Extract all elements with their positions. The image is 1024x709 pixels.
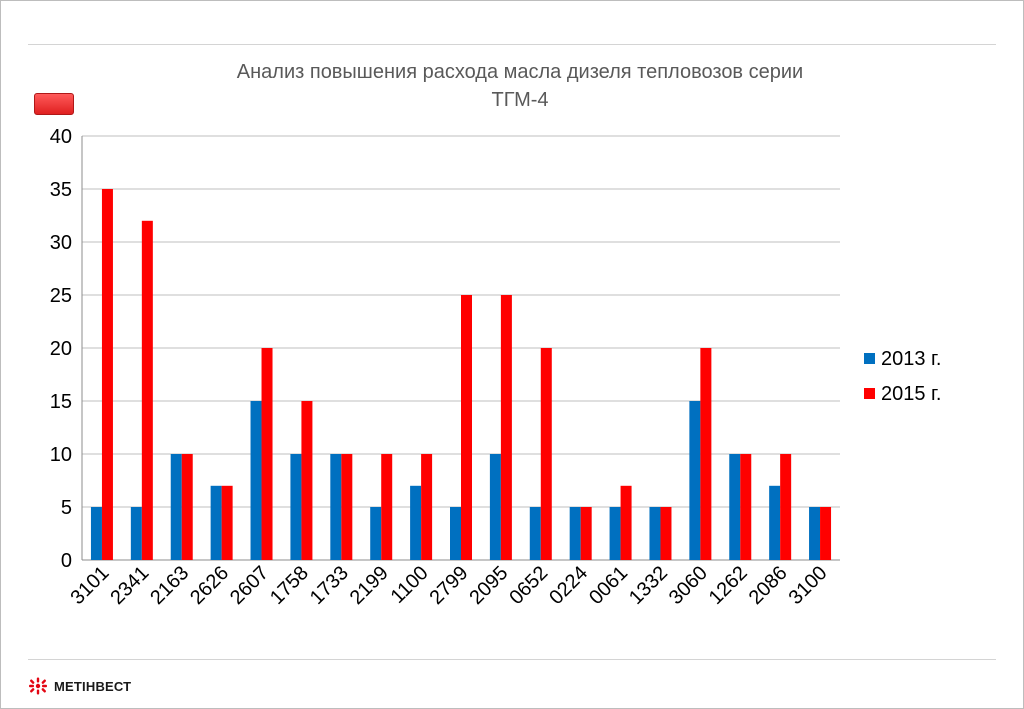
metinvest-star-icon [29, 677, 47, 695]
y-tick-label: 20 [50, 338, 72, 360]
top-divider [28, 44, 996, 45]
x-tick-label: 2626 [186, 562, 233, 609]
logo-text: МЕТІНВЕСТ [54, 678, 132, 694]
bar-2015 [580, 507, 592, 560]
y-tick-label: 15 [50, 391, 72, 413]
metinvest-logo: МЕТІНВЕСТ [28, 677, 131, 695]
bar-2015 [660, 507, 672, 560]
bar-2013 [489, 454, 501, 560]
bar-2015 [381, 454, 393, 560]
x-tick-label: 3101 [66, 562, 113, 609]
legend-swatch [864, 388, 875, 399]
x-axis: 3101234121632626260717581733219911002799… [66, 562, 831, 609]
chart-title-line-1: Анализ повышения расхода масла дизеля те… [237, 61, 803, 83]
x-tick-label: 0224 [545, 562, 592, 609]
y-tick-label: 25 [50, 285, 72, 307]
x-tick-label: 1100 [387, 562, 433, 608]
y-tick-label: 5 [61, 497, 72, 519]
bars [90, 189, 832, 561]
x-tick-label: 1262 [705, 562, 752, 609]
bar-2013 [809, 507, 821, 560]
x-tick-label: 2607 [226, 562, 273, 609]
x-tick-label: 2163 [146, 562, 193, 609]
y-tick-label: 10 [50, 444, 72, 466]
bar-2015 [301, 401, 313, 560]
bar-2013 [210, 485, 222, 560]
x-tick-label: 3060 [665, 562, 712, 609]
chart-title-line-2: ТГМ-4 [491, 89, 548, 111]
bar-2015 [700, 348, 712, 560]
bar-2013 [330, 454, 342, 560]
bar-2015 [261, 348, 273, 560]
bar-2015 [740, 454, 752, 560]
legend: 2013 г. 2015 г. [864, 348, 941, 405]
bar-2013 [689, 401, 701, 560]
bar-2015 [820, 507, 832, 560]
bar-2013 [529, 507, 541, 560]
bar-2015 [181, 454, 193, 560]
x-tick-label: 2086 [745, 562, 792, 609]
bar-2013 [450, 507, 461, 560]
bar-2013 [90, 507, 102, 560]
x-tick-label: 2199 [346, 562, 393, 609]
x-tick-label: 2095 [465, 562, 512, 609]
x-tick-label: 0061 [585, 562, 632, 609]
bottom-divider [28, 659, 996, 660]
x-tick-label: 2799 [426, 562, 473, 609]
bar-2015 [780, 454, 792, 560]
bar-2015 [221, 485, 233, 560]
bar-2013 [649, 507, 661, 560]
x-tick-label: 0652 [505, 562, 552, 609]
y-tick-label: 30 [50, 232, 72, 254]
bar-2015 [421, 454, 433, 560]
bar-2015 [540, 348, 552, 560]
bar-2015 [101, 189, 113, 560]
chart-title: Анализ повышения расхода масла дизеля те… [237, 61, 803, 111]
x-tick-label: 1332 [625, 562, 672, 609]
y-tick-label: 35 [50, 179, 72, 201]
bar-2013 [410, 485, 422, 560]
bar-2013 [130, 507, 142, 560]
y-tick-label: 0 [61, 550, 72, 572]
bar-2013 [769, 485, 781, 560]
bar-2013 [729, 454, 741, 560]
legend-label: 2015 г. [881, 383, 941, 405]
red-marker-shape [34, 93, 74, 115]
y-tick-label: 40 [50, 126, 72, 148]
x-tick-label: 1733 [306, 562, 353, 609]
bar-2015 [461, 295, 472, 560]
y-axis: 0 5 10 15 20 25 30 35 40 [50, 126, 840, 572]
bar-2013 [290, 454, 302, 560]
bar-2013 [170, 454, 182, 560]
bar-2015 [341, 454, 353, 560]
x-tick-label: 3100 [785, 562, 832, 609]
bar-2015 [620, 485, 632, 560]
bar-2013 [370, 507, 382, 560]
legend-swatch [864, 353, 875, 364]
bar-2013 [569, 507, 581, 560]
x-tick-label: 2341 [106, 562, 153, 609]
bar-2013 [250, 401, 262, 560]
x-tick-label: 1758 [266, 562, 313, 609]
legend-label: 2013 г. [881, 348, 941, 370]
bar-2013 [609, 507, 621, 560]
bar-2015 [500, 295, 512, 560]
bar-2015 [141, 220, 153, 561]
